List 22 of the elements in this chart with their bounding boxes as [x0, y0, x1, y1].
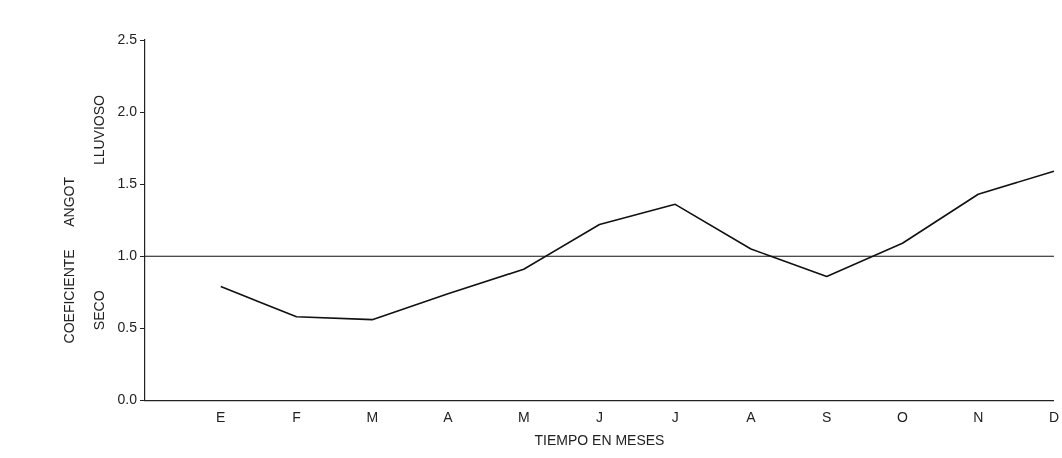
- x-tick-label: D: [1048, 408, 1060, 425]
- y-tick-label: 1.0: [117, 247, 138, 264]
- x-axis-title: TIEMPO EN MESES: [534, 432, 665, 449]
- x-tick-label: J: [671, 408, 679, 425]
- text: SECO: [90, 290, 107, 331]
- text: LLUVIOSO: [90, 94, 107, 166]
- x-tick-label: O: [897, 408, 909, 425]
- x-tick-label: S: [822, 408, 832, 425]
- x-tick-label: M: [366, 408, 379, 425]
- y-axis-title: COEFICIENTE ANGOT: [60, 176, 77, 344]
- x-tick-label: A: [746, 408, 757, 425]
- y-tick-label: 1.5: [117, 175, 138, 192]
- y-tick-label: 0.0: [117, 391, 138, 408]
- y-tick-label: 2.0: [117, 102, 138, 119]
- x-tick-label: N: [973, 408, 984, 425]
- x-tick-label: M: [517, 408, 530, 425]
- x-tick-label: J: [595, 408, 603, 425]
- y-tick-label: 2.5: [117, 30, 138, 47]
- x-tick-label: A: [443, 408, 454, 425]
- y-tick-label: 0.5: [117, 319, 138, 336]
- x-tick-label: F: [292, 408, 301, 425]
- x-tick-label: E: [216, 408, 226, 425]
